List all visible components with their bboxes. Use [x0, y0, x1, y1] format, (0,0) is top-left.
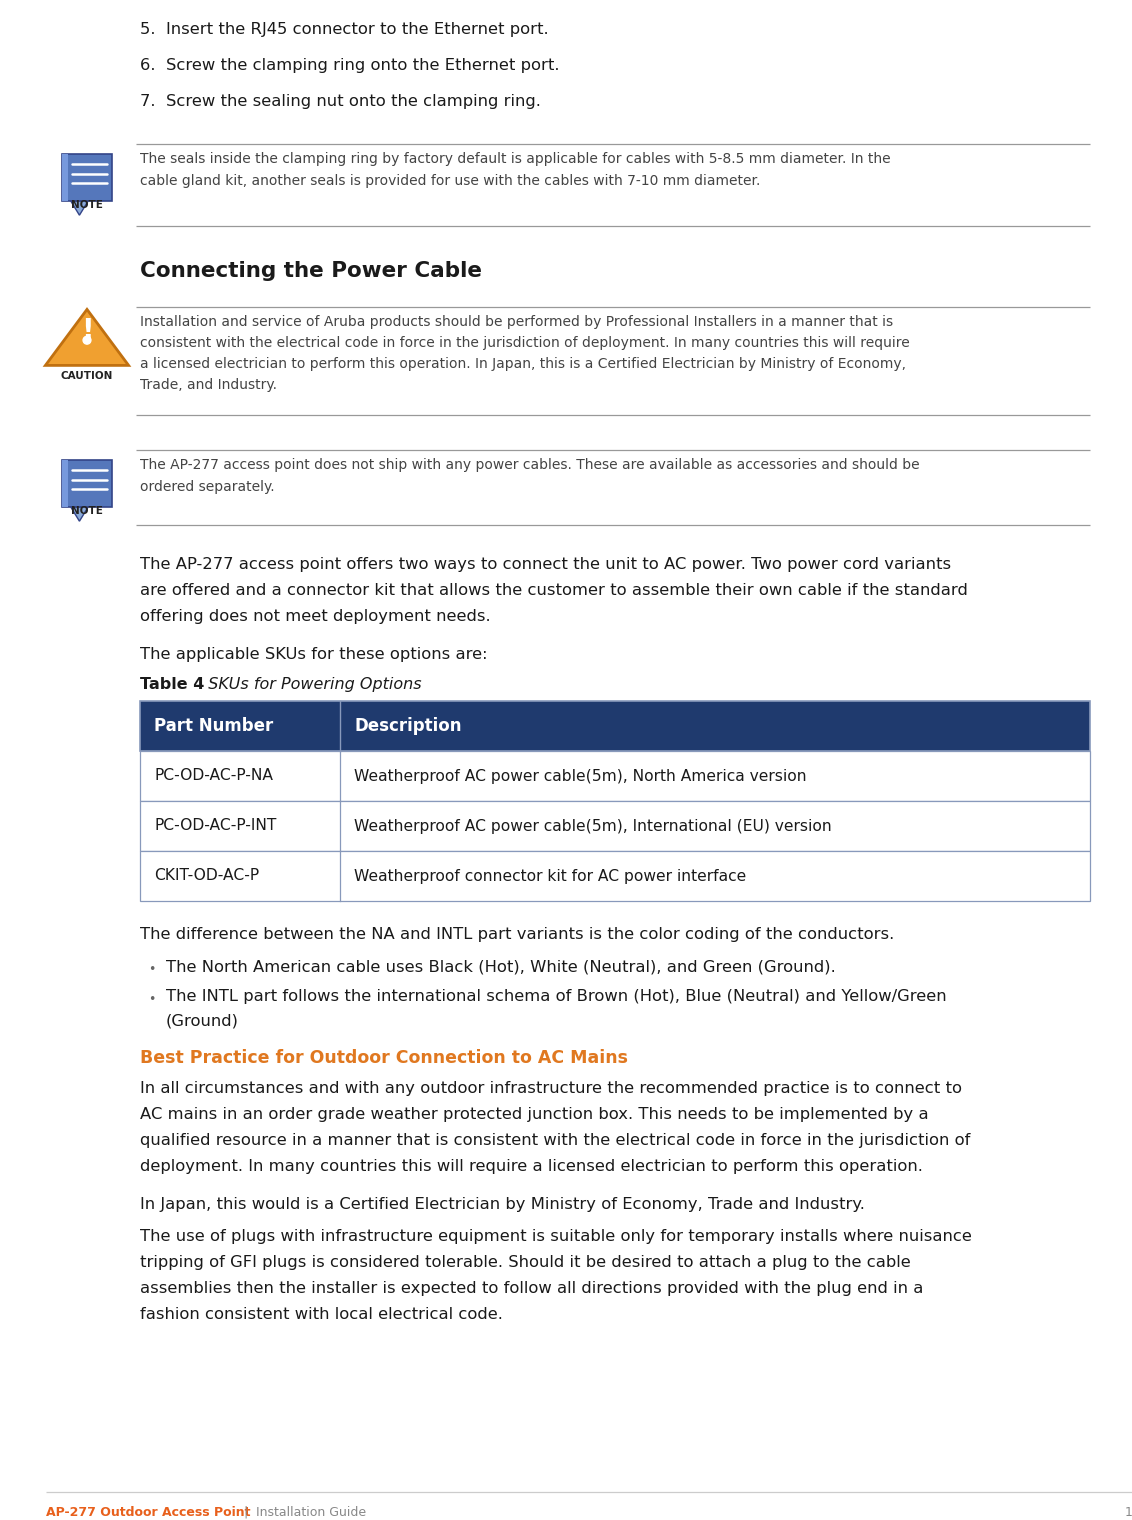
Text: The AP-277 access point does not ship with any power cables. These are available: The AP-277 access point does not ship wi… — [140, 458, 919, 473]
Text: 5.  Insert the RJ45 connector to the Ethernet port.: 5. Insert the RJ45 connector to the Ethe… — [140, 21, 549, 36]
Circle shape — [83, 336, 91, 344]
Text: (Ground): (Ground) — [166, 1012, 239, 1028]
Text: The use of plugs with infrastructure equipment is suitable only for temporary in: The use of plugs with infrastructure equ… — [140, 1230, 972, 1243]
FancyBboxPatch shape — [140, 801, 1090, 851]
Text: Weatherproof AC power cable(5m), North America version: Weatherproof AC power cable(5m), North A… — [354, 769, 807, 783]
Polygon shape — [71, 201, 88, 216]
Text: SKUs for Powering Options: SKUs for Powering Options — [198, 676, 421, 692]
Text: consistent with the electrical code in force in the jurisdiction of deployment. : consistent with the electrical code in f… — [140, 336, 910, 350]
Polygon shape — [45, 310, 129, 365]
Text: !: ! — [80, 316, 93, 345]
Text: Trade, and Industry.: Trade, and Industry. — [140, 378, 277, 392]
Text: Installation Guide: Installation Guide — [256, 1505, 366, 1518]
Text: In Japan, this would is a Certified Electrician by Ministry of Economy, Trade an: In Japan, this would is a Certified Elec… — [140, 1198, 865, 1211]
FancyBboxPatch shape — [62, 459, 68, 508]
Text: CKIT-OD-AC-P: CKIT-OD-AC-P — [154, 868, 259, 883]
FancyBboxPatch shape — [140, 851, 1090, 901]
Text: a licensed electrician to perform this operation. In Japan, this is a Certified : a licensed electrician to perform this o… — [140, 357, 906, 371]
Text: cable gland kit, another seals is provided for use with the cables with 7-10 mm : cable gland kit, another seals is provid… — [140, 173, 761, 188]
Text: Description: Description — [354, 717, 462, 736]
FancyBboxPatch shape — [62, 154, 68, 201]
Text: AC mains in an order grade weather protected junction box. This needs to be impl: AC mains in an order grade weather prote… — [140, 1107, 928, 1122]
FancyBboxPatch shape — [62, 154, 112, 201]
Text: In all circumstances and with any outdoor infrastructure the recommended practic: In all circumstances and with any outdoo… — [140, 1081, 962, 1096]
Text: •: • — [148, 993, 155, 1006]
Text: NOTE: NOTE — [71, 506, 103, 515]
FancyBboxPatch shape — [140, 751, 1090, 801]
Text: The INTL part follows the international schema of Brown (Hot), Blue (Neutral) an: The INTL part follows the international … — [166, 990, 946, 1005]
Text: AP-277 Outdoor Access Point: AP-277 Outdoor Access Point — [46, 1505, 250, 1518]
Text: Part Number: Part Number — [154, 717, 273, 736]
Text: Weatherproof AC power cable(5m), International (EU) version: Weatherproof AC power cable(5m), Interna… — [354, 818, 832, 833]
Text: NOTE: NOTE — [71, 199, 103, 210]
Text: The North American cable uses Black (Hot), White (Neutral), and Green (Ground).: The North American cable uses Black (Hot… — [166, 959, 835, 974]
Text: 6.  Screw the clamping ring onto the Ethernet port.: 6. Screw the clamping ring onto the Ethe… — [140, 58, 559, 73]
Text: The applicable SKUs for these options are:: The applicable SKUs for these options ar… — [140, 648, 488, 663]
Text: |: | — [235, 1505, 256, 1518]
Text: •: • — [148, 964, 155, 976]
Text: PC-OD-AC-P-NA: PC-OD-AC-P-NA — [154, 769, 273, 783]
Text: Best Practice for Outdoor Connection to AC Mains: Best Practice for Outdoor Connection to … — [140, 1049, 628, 1067]
Text: CAUTION: CAUTION — [61, 371, 113, 382]
FancyBboxPatch shape — [140, 701, 1090, 751]
Text: Installation and service of Aruba products should be performed by Professional I: Installation and service of Aruba produc… — [140, 315, 893, 328]
Text: The difference between the NA and INTL part variants is the color coding of the : The difference between the NA and INTL p… — [140, 927, 894, 942]
Text: assemblies then the installer is expected to follow all directions provided with: assemblies then the installer is expecte… — [140, 1281, 924, 1297]
FancyBboxPatch shape — [62, 459, 112, 508]
Text: Weatherproof connector kit for AC power interface: Weatherproof connector kit for AC power … — [354, 868, 746, 883]
Text: 7.  Screw the sealing nut onto the clamping ring.: 7. Screw the sealing nut onto the clampi… — [140, 94, 541, 109]
Text: deployment. In many countries this will require a licensed electrician to perfor: deployment. In many countries this will … — [140, 1158, 923, 1173]
Text: Table 4: Table 4 — [140, 676, 205, 692]
Text: fashion consistent with local electrical code.: fashion consistent with local electrical… — [140, 1307, 503, 1322]
Text: Connecting the Power Cable: Connecting the Power Cable — [140, 261, 482, 281]
Polygon shape — [71, 508, 88, 521]
Text: are offered and a connector kit that allows the customer to assemble their own c: are offered and a connector kit that all… — [140, 584, 968, 597]
Text: tripping of GFI plugs is considered tolerable. Should it be desired to attach a : tripping of GFI plugs is considered tole… — [140, 1256, 911, 1271]
Text: qualified resource in a manner that is consistent with the electrical code in fo: qualified resource in a manner that is c… — [140, 1132, 970, 1148]
Text: The seals inside the clamping ring by factory default is applicable for cables w: The seals inside the clamping ring by fa… — [140, 152, 891, 166]
Text: ordered separately.: ordered separately. — [140, 480, 275, 494]
Text: offering does not meet deployment needs.: offering does not meet deployment needs. — [140, 610, 490, 625]
Text: PC-OD-AC-P-INT: PC-OD-AC-P-INT — [154, 818, 276, 833]
Text: The AP-277 access point offers two ways to connect the unit to AC power. Two pow: The AP-277 access point offers two ways … — [140, 556, 951, 572]
Text: 13: 13 — [1124, 1505, 1132, 1518]
